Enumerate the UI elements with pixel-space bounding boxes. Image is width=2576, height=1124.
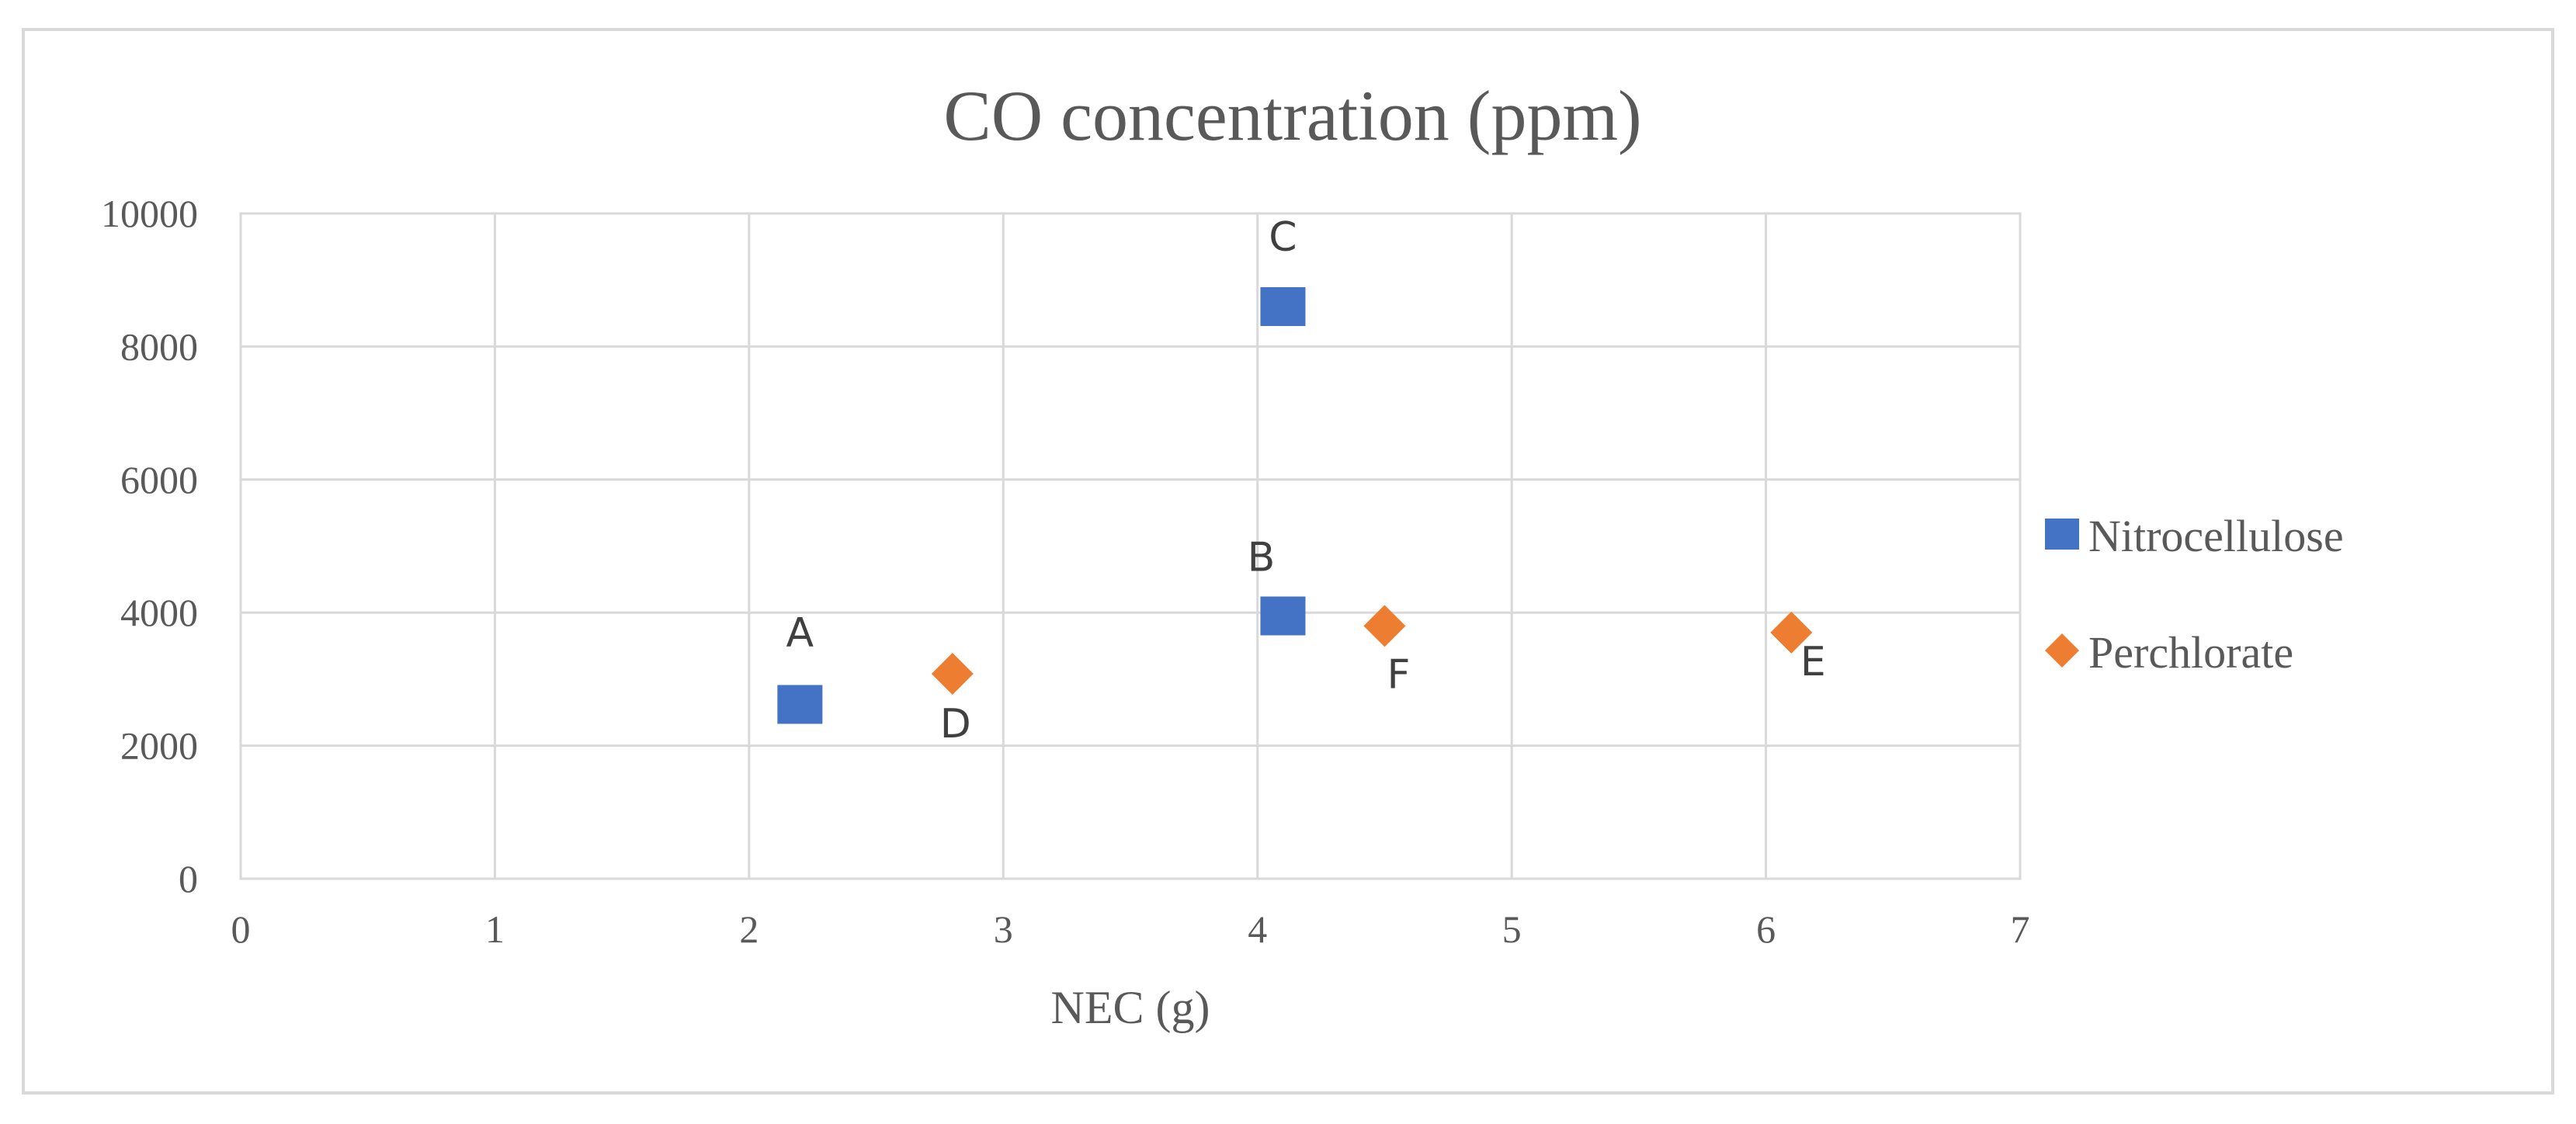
point-label: A bbox=[786, 609, 814, 656]
perchlorate-point bbox=[1770, 611, 1813, 654]
x-tick-label: 3 bbox=[994, 907, 1013, 951]
x-axis-title: NEC (g) bbox=[1051, 982, 1210, 1033]
y-tick-label: 2000 bbox=[120, 724, 198, 768]
y-tick-label: 0 bbox=[179, 857, 198, 900]
nitrocellulose-point bbox=[1260, 286, 1306, 326]
point-label: B bbox=[1248, 534, 1276, 581]
y-axis-tick-labels: 0 2000 4000 6000 8000 10000 bbox=[101, 192, 198, 900]
nitrocellulose-point bbox=[1260, 596, 1306, 636]
point-label: D bbox=[940, 701, 971, 748]
chart-title: CO concentration (ppm) bbox=[943, 76, 1641, 155]
nitrocellulose-point bbox=[777, 685, 823, 724]
x-axis-tick-labels: 0 1 2 3 4 5 6 7 bbox=[231, 907, 2030, 951]
x-tick-label: 2 bbox=[739, 907, 759, 951]
y-tick-label: 6000 bbox=[120, 458, 198, 501]
y-tick-label: 10000 bbox=[101, 192, 198, 235]
chart-outer-frame bbox=[22, 28, 2554, 1095]
data-points: A B C D F E bbox=[777, 214, 1826, 748]
gridlines bbox=[239, 212, 2022, 880]
y-tick-label: 8000 bbox=[120, 324, 198, 368]
y-tick-label: 4000 bbox=[120, 591, 198, 634]
legend-series-name: Nitrocellulose bbox=[2088, 511, 2344, 561]
point-label: F bbox=[1387, 651, 1410, 698]
x-tick-label: 4 bbox=[1248, 907, 1267, 951]
perchlorate-point bbox=[931, 653, 974, 696]
legend-nitrocellulose-marker bbox=[2045, 519, 2079, 550]
legend-series-name: Perchlorate bbox=[2088, 627, 2293, 678]
point-label: C bbox=[1269, 214, 1297, 261]
point-label: E bbox=[1800, 639, 1826, 685]
legend: Nitrocellulose Perchlorate bbox=[2045, 511, 2344, 678]
plot-area-frame bbox=[239, 212, 2022, 880]
x-tick-label: 1 bbox=[485, 907, 505, 951]
legend-perchlorate-marker bbox=[2045, 633, 2079, 668]
x-tick-label: 5 bbox=[1502, 907, 1522, 951]
x-tick-label: 6 bbox=[1756, 907, 1776, 951]
perchlorate-point bbox=[1363, 605, 1406, 647]
x-tick-label: 0 bbox=[231, 907, 251, 951]
x-tick-label: 7 bbox=[2011, 907, 2030, 951]
